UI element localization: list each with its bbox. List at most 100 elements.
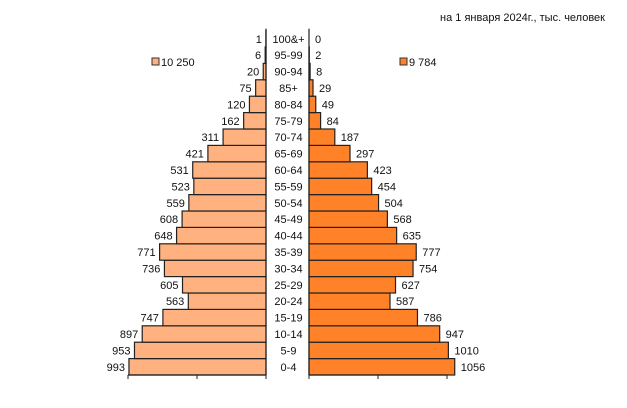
legend-right-swatch <box>399 57 408 66</box>
chart-title: на 1 января 2024г., тыс. человек <box>440 12 605 24</box>
value-label-right: 297 <box>356 149 374 161</box>
age-group-label: 95-99 <box>274 50 302 62</box>
value-label-right: 29 <box>319 83 331 95</box>
value-label-right: 777 <box>422 247 440 259</box>
bar-right <box>308 358 456 376</box>
value-label-left: 993 <box>107 362 125 374</box>
bar-left <box>192 161 267 179</box>
bar-left <box>175 226 267 245</box>
bar-right <box>308 177 373 196</box>
bar-left <box>162 308 267 327</box>
value-label-right: 49 <box>322 99 334 111</box>
value-label-left: 747 <box>141 313 159 325</box>
age-group-label: 55-59 <box>274 181 302 193</box>
bar-left <box>163 259 267 278</box>
bar-right <box>308 194 380 212</box>
bar-right <box>308 128 336 146</box>
age-group-label: 50-54 <box>274 198 302 210</box>
age-group-label: 40-44 <box>274 231 302 243</box>
legend-right: 9 784 <box>399 57 437 69</box>
value-label-left: 608 <box>160 214 178 226</box>
bar-right <box>308 210 388 228</box>
bar-left <box>207 144 267 163</box>
bar-left <box>222 128 267 146</box>
value-label-left: 311 <box>202 132 220 144</box>
age-group-label: 85+ <box>279 83 298 95</box>
bar-right <box>308 111 322 130</box>
legend-left-swatch <box>151 57 160 66</box>
bar-left <box>243 111 267 130</box>
age-group-label: 80-84 <box>274 99 302 111</box>
value-label-right: 786 <box>423 313 441 325</box>
value-label-right: 504 <box>385 198 403 210</box>
value-label-right: 1056 <box>461 362 485 374</box>
value-label-right: 423 <box>373 165 391 177</box>
value-label-left: 421 <box>186 149 204 161</box>
value-label-left: 648 <box>154 231 172 243</box>
bar-left <box>188 194 267 212</box>
value-label-left: 120 <box>227 99 245 111</box>
value-label-left: 736 <box>142 263 160 275</box>
bar-right <box>308 161 368 179</box>
value-label-left: 605 <box>160 280 178 292</box>
value-label-right: 454 <box>378 181 396 193</box>
bar-right <box>308 243 417 261</box>
age-group-label: 75-79 <box>274 116 302 128</box>
value-label-right: 587 <box>396 296 414 308</box>
value-label-right: 1010 <box>454 345 478 357</box>
value-label-right: 627 <box>402 280 420 292</box>
value-label-left: 559 <box>166 198 184 210</box>
age-group-label: 30-34 <box>274 263 302 275</box>
bar-left <box>187 292 267 310</box>
bar-right <box>308 292 391 310</box>
bar-left <box>255 79 267 97</box>
age-group-label: 10-14 <box>274 329 302 341</box>
value-label-left: 20 <box>247 67 259 79</box>
bar-left <box>248 95 267 114</box>
bar-left <box>181 276 267 294</box>
age-group-label: 90-94 <box>274 67 302 79</box>
bar-left <box>159 243 267 261</box>
bar-right <box>308 341 449 360</box>
bar-left <box>128 358 267 376</box>
bar-left <box>181 210 267 228</box>
value-label-right: 2 <box>315 50 321 62</box>
value-label-left: 6 <box>255 50 261 62</box>
bar-right <box>308 79 314 97</box>
age-group-label: 65-69 <box>274 149 302 161</box>
bar-left <box>133 341 267 360</box>
value-label-left: 1 <box>256 34 262 46</box>
age-group-label: 45-49 <box>274 214 302 226</box>
value-label-left: 953 <box>112 345 130 357</box>
value-label-left: 75 <box>239 83 251 95</box>
age-group-label: 60-64 <box>274 165 302 177</box>
bar-left <box>193 177 267 196</box>
bar-right <box>308 325 441 343</box>
legend-left: 10 250 <box>151 57 195 69</box>
age-group-label: 5-9 <box>281 345 297 357</box>
value-label-right: 754 <box>419 263 437 275</box>
value-label-left: 563 <box>166 296 184 308</box>
value-label-left: 523 <box>171 181 189 193</box>
bar-right <box>308 226 398 245</box>
bar-right <box>308 144 351 163</box>
value-label-right: 8 <box>316 67 322 79</box>
bar-right <box>308 308 419 327</box>
value-label-left: 162 <box>221 116 239 128</box>
value-label-right: 635 <box>403 231 421 243</box>
legend-right-label: 9 784 <box>409 57 437 69</box>
value-label-left: 531 <box>170 165 188 177</box>
age-group-label: 25-29 <box>274 280 302 292</box>
bar-right <box>308 259 414 278</box>
value-label-right: 187 <box>341 132 359 144</box>
age-group-label: 100&+ <box>272 34 304 46</box>
bar-right <box>308 276 397 294</box>
bar-left <box>141 325 267 343</box>
age-group-label: 70-74 <box>274 132 302 144</box>
value-label-left: 771 <box>137 247 155 259</box>
value-label-left: 897 <box>120 329 138 341</box>
age-group-label: 0-4 <box>281 362 297 374</box>
age-group-label: 20-24 <box>274 296 302 308</box>
age-group-label: 15-19 <box>274 313 302 325</box>
